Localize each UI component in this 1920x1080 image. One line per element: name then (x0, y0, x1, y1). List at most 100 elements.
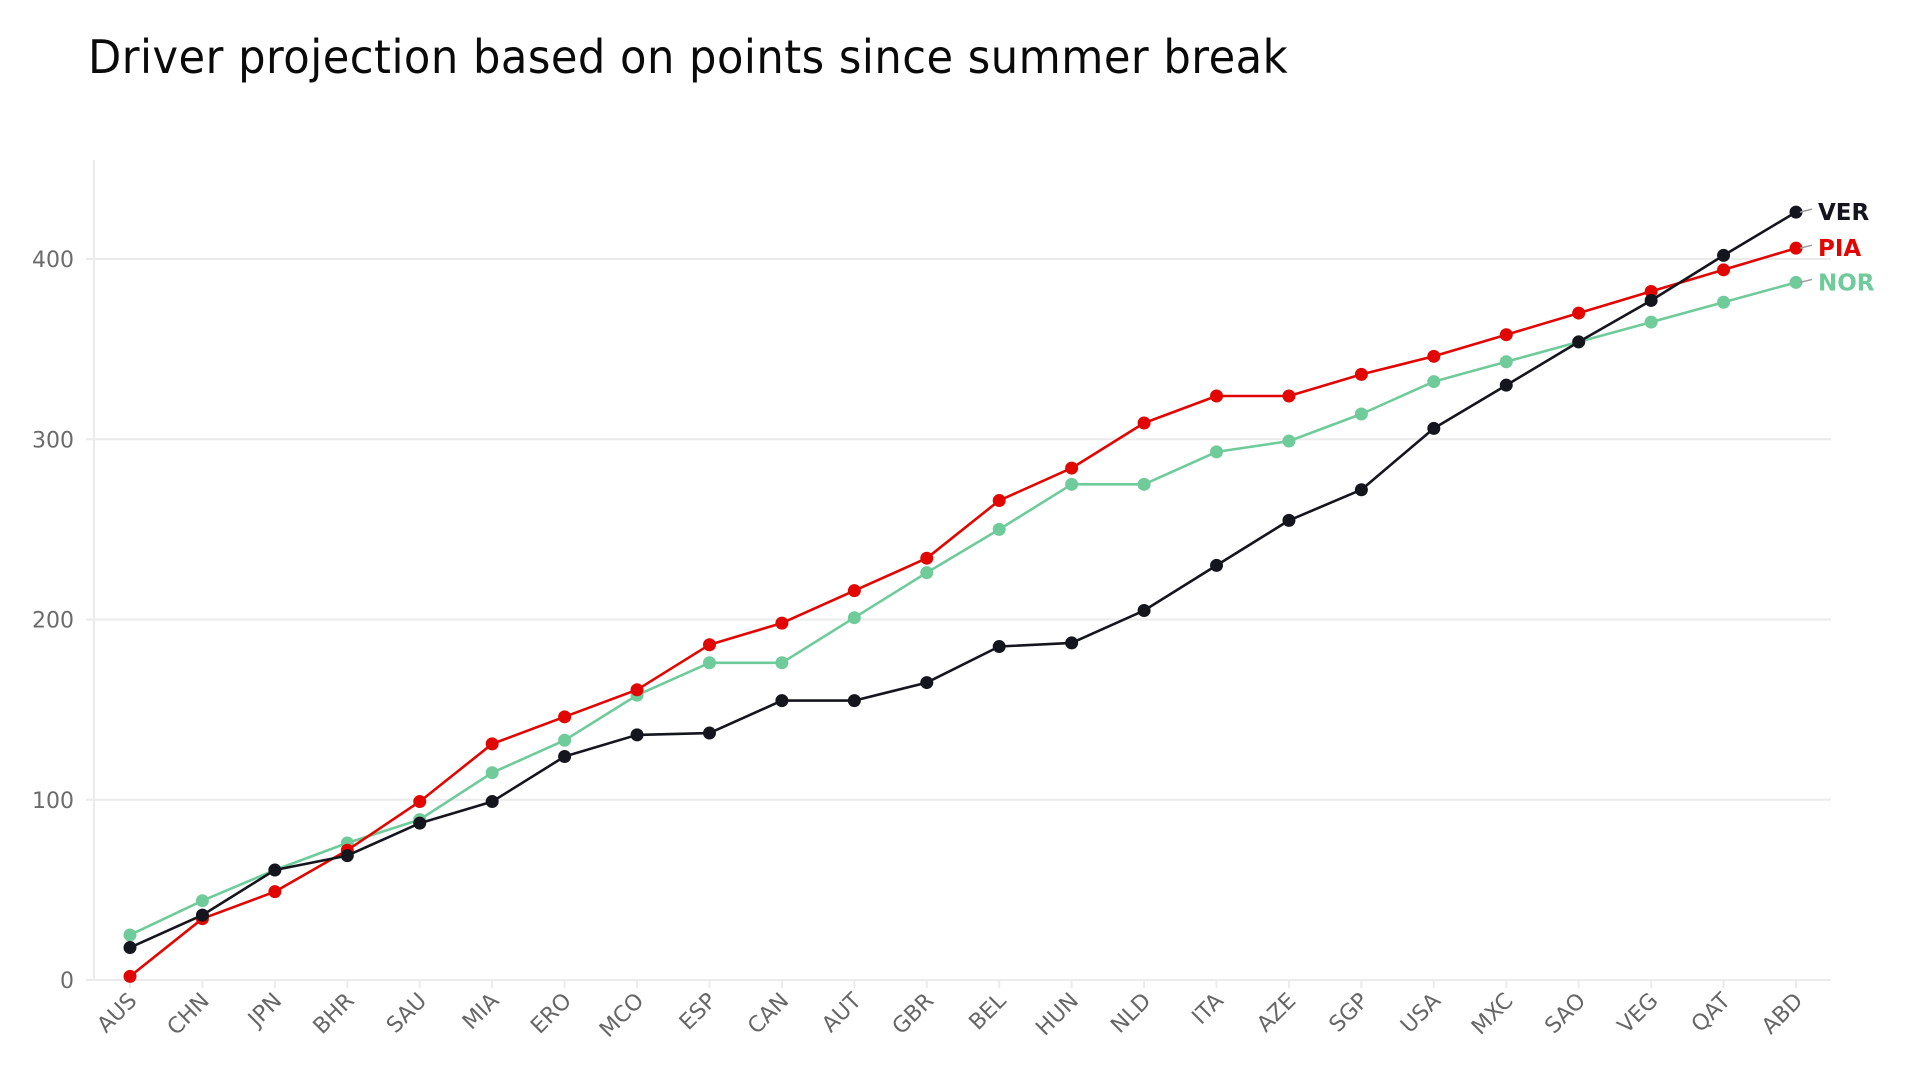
data-point (1065, 477, 1079, 491)
data-point (558, 749, 572, 763)
data-point (485, 737, 499, 751)
label-connector (1799, 208, 1813, 213)
series-label-ver: VER (1818, 200, 1870, 226)
data-point (847, 694, 861, 708)
series-end-labels: NOR PIA VER (1799, 200, 1875, 296)
data-point (558, 733, 572, 747)
x-tick-label-veg: VEG (1613, 989, 1663, 1039)
x-tick-label-bhr: BHR (309, 989, 360, 1040)
data-point (1644, 284, 1658, 298)
data-point (1789, 241, 1803, 255)
data-point (775, 694, 789, 708)
data-point (1499, 328, 1513, 342)
chart-title: Driver projection based on points since … (88, 30, 1289, 84)
x-tick-label-nld: NLD (1106, 989, 1156, 1039)
line-ver (129, 210, 1797, 949)
line-pia (129, 246, 1797, 978)
x-tick-label-ero: ERO (526, 989, 577, 1040)
y-tick-label: 300 (32, 428, 74, 453)
data-point (992, 522, 1006, 536)
data-point (992, 494, 1006, 508)
x-tick-label-mco: MCO (595, 989, 649, 1043)
data-point (1354, 367, 1368, 381)
data-point (920, 551, 934, 565)
series-ver (123, 205, 1803, 955)
data-point (920, 676, 934, 690)
data-point (702, 726, 716, 740)
data-point (1499, 355, 1513, 369)
x-tick-label-bel: BEL (965, 988, 1012, 1035)
x-tick-label-ita: ITA (1188, 989, 1229, 1030)
data-point (268, 863, 282, 877)
data-point (1427, 349, 1441, 363)
data-point (1717, 248, 1731, 262)
data-point (1499, 378, 1513, 392)
y-tick-label: 0 (60, 969, 74, 994)
data-point (1717, 295, 1731, 309)
x-tick-label-aut: AUT (817, 988, 867, 1038)
data-point (1427, 421, 1441, 435)
series-label-pia: PIA (1818, 236, 1861, 262)
x-tick-label-can: CAN (743, 989, 794, 1040)
x-tick-label-qat: QAT (1687, 988, 1736, 1037)
data-point (1282, 434, 1296, 448)
data-point (123, 928, 137, 942)
x-tick-label-esp: ESP (675, 989, 722, 1036)
x-tick-label-hun: HUN (1031, 989, 1083, 1041)
data-point (775, 656, 789, 670)
data-point (1210, 445, 1224, 459)
data-point (1137, 477, 1151, 491)
data-point (1572, 335, 1586, 349)
data-point (1717, 263, 1731, 277)
data-point (1789, 275, 1803, 289)
data-point (630, 683, 644, 697)
series-pia (123, 241, 1803, 983)
x-tick-label-usa: USA (1396, 989, 1446, 1039)
data-point (195, 894, 209, 908)
series-lines (123, 205, 1803, 983)
data-point (1065, 461, 1079, 475)
data-point (558, 710, 572, 724)
data-point (1572, 306, 1586, 320)
y-tick-label: 400 (32, 248, 74, 273)
data-point (413, 795, 427, 809)
x-tick-label-aus: AUS (93, 989, 143, 1039)
data-point (1210, 558, 1224, 572)
data-point (920, 566, 934, 580)
line-nor (129, 281, 1797, 937)
data-point (340, 849, 354, 863)
x-tick-label-mxc: MXC (1467, 989, 1518, 1040)
data-point (702, 638, 716, 652)
data-point (413, 816, 427, 830)
x-tick-label-chn: CHN (163, 989, 215, 1041)
y-tick-label: 200 (32, 609, 74, 634)
label-connector (1799, 278, 1813, 284)
x-tick-label-gbr: GBR (888, 989, 939, 1040)
data-point (1644, 293, 1658, 307)
data-point (1282, 389, 1296, 403)
data-point (1065, 636, 1079, 650)
y-axis: 0 100 200 300 400 (32, 248, 74, 994)
data-point (1644, 315, 1658, 329)
data-point (702, 656, 716, 670)
data-point (1789, 205, 1803, 219)
data-point (123, 941, 137, 955)
data-point (1282, 513, 1296, 527)
data-point (1354, 483, 1368, 497)
data-point (992, 640, 1006, 654)
data-point (1210, 389, 1224, 403)
series-nor (123, 275, 1803, 942)
data-point (847, 611, 861, 625)
x-tick-label-sao: SAO (1540, 989, 1590, 1039)
x-tick-label-sau: SAU (382, 989, 432, 1039)
y-tick-label: 100 (32, 789, 74, 814)
x-axis: AUS CHN JPN BHR SAU MIA ERO MCO ESP CAN AUT GBR BEL H… (93, 980, 1808, 1043)
x-tick-label-abd: ABD (1757, 989, 1808, 1040)
x-tick-label-jpn: JPN (242, 989, 287, 1034)
gridlines (86, 160, 1831, 981)
x-tick-label-sgp: SGP (1325, 989, 1374, 1038)
data-point (485, 766, 499, 780)
label-connector (1799, 244, 1813, 249)
data-point (1137, 416, 1151, 430)
